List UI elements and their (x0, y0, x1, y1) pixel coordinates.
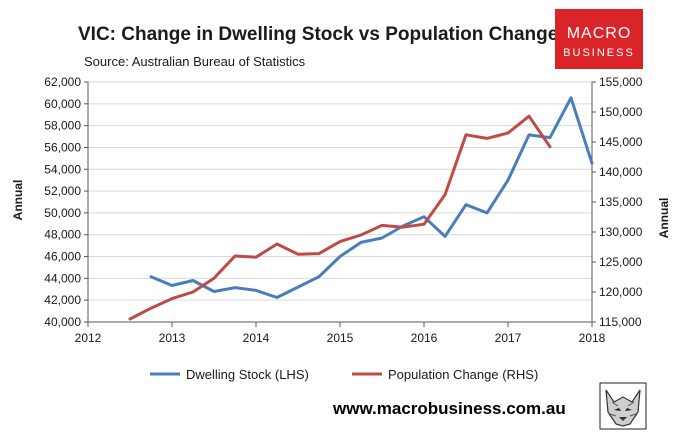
x-tick-label: 2015 (327, 331, 354, 345)
x-tick-label: 2013 (159, 331, 186, 345)
left-tick-label: 60,000 (44, 97, 81, 111)
right-tick-label: 145,000 (599, 135, 643, 149)
left-tick-label: 52,000 (44, 184, 81, 198)
legend-label-dwelling-stock: Dwelling Stock (LHS) (186, 367, 309, 382)
left-axis-label: Annual (11, 180, 25, 221)
legend-label-population-change: Population Change (RHS) (388, 367, 538, 382)
right-tick-label: 115,000 (599, 315, 642, 329)
logo-background (555, 9, 643, 69)
series-lines (128, 96, 594, 321)
left-tick-label: 54,000 (44, 162, 81, 176)
right-tick-label: 140,000 (599, 165, 643, 179)
website-url: www.macrobusiness.com.au (332, 399, 566, 418)
x-tick-label: 2012 (75, 331, 102, 345)
left-tick-label: 40,000 (44, 315, 81, 329)
chart-title: VIC: Change in Dwelling Stock vs Populat… (78, 24, 558, 45)
left-tick-label: 62,000 (44, 75, 81, 89)
right-tick-label: 125,000 (599, 255, 643, 269)
right-axis-ticks: 115,000 120,000 125,000 130,000 135,000 140,0… (592, 75, 643, 329)
x-axis-ticks: 2012 2013 2014 2015 2016 2017 2018 (75, 322, 606, 345)
left-tick-label: 42,000 (44, 293, 81, 307)
left-tick-label: 48,000 (44, 228, 81, 242)
legend: Dwelling Stock (LHS) Population Change (… (150, 367, 538, 382)
right-tick-label: 130,000 (599, 225, 643, 239)
left-axis-ticks: 40,000 42,000 44,000 46,000 48,000 50,000 52,0… (44, 75, 88, 329)
series-line-dwelling-stock (149, 96, 594, 299)
gridlines (88, 81, 592, 301)
x-tick-label: 2017 (495, 331, 522, 345)
logo-line-business: BUSINESS (563, 47, 635, 59)
right-tick-label: 155,000 (599, 75, 643, 89)
right-tick-label: 120,000 (599, 285, 643, 299)
left-tick-label: 44,000 (44, 271, 81, 285)
x-tick-label: 2014 (243, 331, 270, 345)
right-tick-label: 135,000 (599, 195, 643, 209)
logo-line-macro: MACRO (567, 25, 632, 42)
right-axis-label: Annual (657, 198, 671, 239)
left-tick-label: 50,000 (44, 206, 81, 220)
left-tick-label: 56,000 (44, 140, 81, 154)
axes (87, 82, 593, 323)
left-tick-label: 46,000 (44, 250, 81, 264)
wolf-icon (599, 382, 647, 430)
chart-subtitle: Source: Australian Bureau of Statistics (84, 54, 306, 69)
series-line-population-change (128, 114, 552, 321)
macrobusiness-logo: MACRO BUSINESS (555, 9, 643, 69)
right-tick-label: 150,000 (599, 105, 643, 119)
left-tick-label: 58,000 (44, 119, 81, 133)
x-tick-label: 2016 (411, 331, 438, 345)
x-tick-label: 2018 (579, 331, 606, 345)
